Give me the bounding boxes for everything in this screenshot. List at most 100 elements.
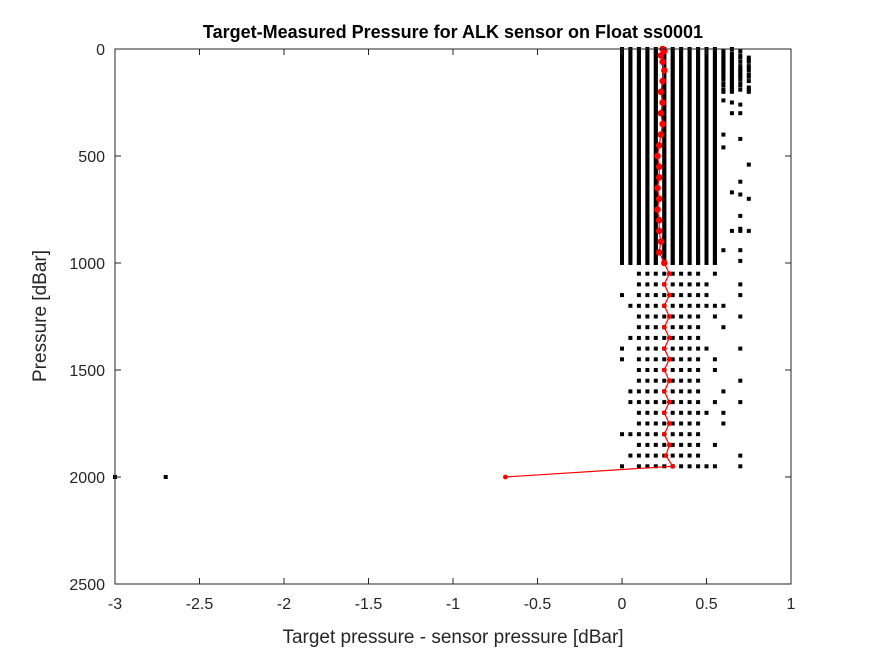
scatter-point xyxy=(696,205,701,210)
scatter-point xyxy=(704,59,709,64)
scatter-point xyxy=(712,89,717,94)
scatter-point xyxy=(696,156,701,161)
scatter-point xyxy=(628,190,633,195)
scatter-point xyxy=(662,226,667,231)
scatter-point xyxy=(628,235,633,240)
scatter-point xyxy=(679,222,684,227)
scatter-point xyxy=(679,102,684,107)
scatter-point xyxy=(704,252,709,257)
scatter-point xyxy=(636,222,641,227)
scatter-point xyxy=(662,169,667,173)
scatter-point xyxy=(696,235,701,240)
x-tick-label: -1 xyxy=(446,596,460,613)
scatter-point xyxy=(670,220,675,225)
scatter-point xyxy=(620,218,624,223)
scatter-point xyxy=(696,149,701,154)
scatter-point xyxy=(662,64,667,69)
scatter-point xyxy=(679,235,684,240)
scatter-point xyxy=(712,464,717,469)
scatter-point xyxy=(687,89,692,94)
scatter-point xyxy=(679,70,684,75)
scatter-point xyxy=(746,57,751,62)
scatter-point xyxy=(620,231,624,235)
scatter-point xyxy=(670,226,675,231)
scatter-point xyxy=(620,190,624,195)
scatter-point xyxy=(704,261,709,265)
scatter-point xyxy=(670,162,675,167)
scatter-point xyxy=(696,68,701,73)
scatter-point xyxy=(696,136,701,141)
scatter-point xyxy=(679,94,684,99)
scatter-point xyxy=(704,190,709,195)
scatter-point xyxy=(712,145,717,150)
scatter-point xyxy=(687,207,692,212)
scatter-point xyxy=(712,151,717,156)
scatter-point xyxy=(670,378,675,383)
scatter-point xyxy=(687,70,692,75)
mean-line-point xyxy=(654,206,661,213)
scatter-point xyxy=(662,94,667,99)
scatter-point xyxy=(712,218,717,223)
scatter-point xyxy=(645,179,650,184)
scatter-point xyxy=(636,91,641,96)
scatter-point xyxy=(653,141,658,146)
scatter-point xyxy=(738,226,743,231)
scatter-point xyxy=(645,357,650,362)
scatter-point xyxy=(636,389,641,394)
scatter-point xyxy=(662,134,667,139)
scatter-point xyxy=(704,166,709,171)
scatter-point xyxy=(696,220,701,225)
scatter-point xyxy=(628,233,633,238)
scatter-point xyxy=(628,184,633,188)
scatter-point xyxy=(670,96,675,101)
x-tick-label: 0.5 xyxy=(695,596,717,613)
scatter-point xyxy=(712,141,717,146)
scatter-point xyxy=(696,53,701,58)
scatter-point xyxy=(729,81,734,86)
mean-line-point xyxy=(503,474,508,480)
scatter-point xyxy=(738,77,743,81)
scatter-point xyxy=(636,79,641,84)
scatter-point xyxy=(628,119,633,124)
scatter-point xyxy=(712,70,717,75)
scatter-point xyxy=(738,378,743,383)
scatter-point xyxy=(679,201,684,206)
scatter-point xyxy=(653,128,658,133)
scatter-point xyxy=(645,158,650,163)
scatter-point xyxy=(679,464,684,469)
scatter-point xyxy=(628,196,633,201)
scatter-point xyxy=(679,179,684,184)
scatter-point xyxy=(712,246,717,250)
scatter-point xyxy=(645,89,650,94)
scatter-point xyxy=(670,94,675,99)
scatter-point xyxy=(653,85,658,90)
scatter-point xyxy=(628,109,633,114)
scatter-point xyxy=(645,156,650,161)
scatter-point xyxy=(628,203,633,208)
scatter-point xyxy=(670,198,675,203)
scatter-point xyxy=(653,271,658,276)
scatter-point xyxy=(645,100,650,105)
scatter-point xyxy=(696,241,701,246)
scatter-point xyxy=(620,252,624,257)
scatter-point xyxy=(620,70,624,75)
scatter-point xyxy=(645,57,650,62)
scatter-point xyxy=(712,186,717,191)
scatter-point xyxy=(670,117,675,122)
scatter-point xyxy=(712,190,717,195)
scatter-point xyxy=(704,201,709,206)
scatter-point xyxy=(628,126,633,131)
scatter-point xyxy=(620,346,624,351)
scatter-point xyxy=(645,115,650,120)
scatter-point xyxy=(679,132,684,137)
scatter-point xyxy=(645,113,650,118)
scatter-point xyxy=(696,261,701,265)
scatter-point xyxy=(653,72,658,77)
scatter-point xyxy=(687,228,692,233)
scatter-point xyxy=(738,258,743,263)
scatter-point xyxy=(670,51,675,56)
scatter-point xyxy=(636,98,641,103)
scatter-point xyxy=(687,96,692,101)
scatter-point xyxy=(636,235,641,240)
scatter-point xyxy=(645,124,650,128)
